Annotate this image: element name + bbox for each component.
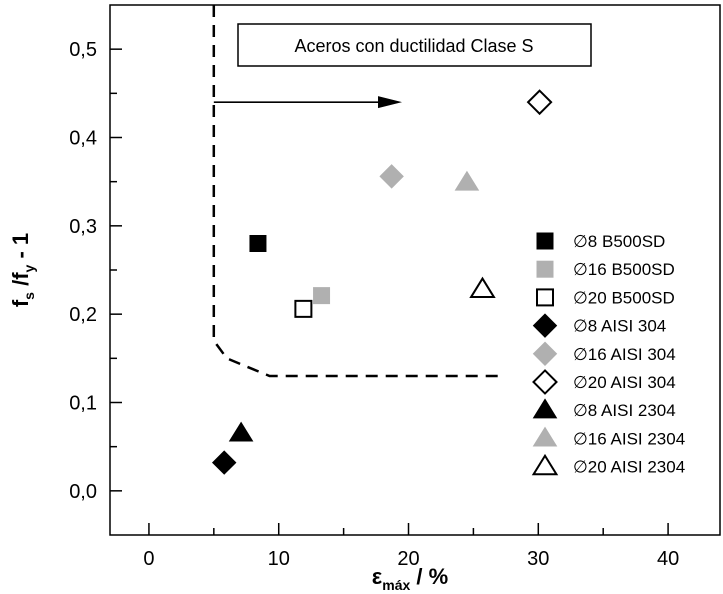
legend-label: ∅16 AISI 304 xyxy=(573,345,676,364)
y-tick-label: 0,5 xyxy=(69,39,97,61)
legend-label: ∅8 AISI 2304 xyxy=(573,401,676,420)
annotation-box: Aceros con ductilidad Clase S xyxy=(237,23,592,67)
x-axis-ticks: 0 10 20 30 40 xyxy=(143,523,679,570)
annotation-text: Aceros con ductilidad Clase S xyxy=(294,36,533,56)
legend-marker-diamond xyxy=(532,341,558,367)
x-axis-title: εmáx / % xyxy=(372,564,448,593)
y-tick-label: 0,0 xyxy=(69,481,97,503)
legend-label: ∅8 B500SD xyxy=(573,232,665,251)
legend-marker-diamond xyxy=(532,313,558,338)
y-axis-title: fs /fy - 1 xyxy=(8,233,37,307)
data-point-square xyxy=(313,287,331,305)
x-tick-label: 10 xyxy=(268,548,290,570)
y-axis-ticks: 0,0 0,1 0,2 0,3 0,4 0,5 xyxy=(69,39,122,503)
x-tick-label: 40 xyxy=(657,548,679,570)
y-tick-label: 0,3 xyxy=(69,216,97,238)
data-points xyxy=(211,89,553,475)
legend-label: ∅20 AISI 304 xyxy=(573,373,676,392)
data-point-diamond xyxy=(211,450,237,475)
x-tick-label: 0 xyxy=(143,548,154,570)
legend-label: ∅16 B500SD xyxy=(573,260,675,279)
legend: ∅8 B500SD ∅16 B500SD ∅20 B500SD ∅8 AISI 304… xyxy=(531,232,685,477)
x-tick-label: 20 xyxy=(397,548,419,570)
direction-arrow xyxy=(213,96,403,109)
legend-marker-square xyxy=(536,232,554,250)
ductility-boundary-line xyxy=(212,5,500,378)
legend-label: ∅20 B500SD xyxy=(573,288,675,307)
legend-label: ∅8 AISI 304 xyxy=(573,317,666,336)
y-tick-label: 0,4 xyxy=(69,128,97,150)
legend-marker-square xyxy=(536,288,554,307)
legend-marker-triangle xyxy=(532,398,558,419)
data-point-diamond xyxy=(379,164,404,189)
legend-marker-triangle xyxy=(532,426,558,447)
x-tick-label: 30 xyxy=(527,548,549,570)
y-tick-label: 0,1 xyxy=(69,393,97,415)
legend-marker-triangle xyxy=(531,453,559,476)
legend-label: ∅20 AISI 2304 xyxy=(573,458,685,477)
data-point-square xyxy=(249,235,267,252)
y-tick-label: 0,2 xyxy=(69,304,97,326)
legend-marker-square xyxy=(536,260,554,278)
data-point-diamond xyxy=(526,89,553,116)
data-point-triangle xyxy=(469,276,496,299)
data-point-square xyxy=(294,299,313,318)
data-point-triangle xyxy=(228,421,254,442)
legend-marker-diamond xyxy=(532,369,558,395)
data-point-triangle xyxy=(454,170,480,191)
legend-label: ∅16 AISI 2304 xyxy=(573,429,685,448)
